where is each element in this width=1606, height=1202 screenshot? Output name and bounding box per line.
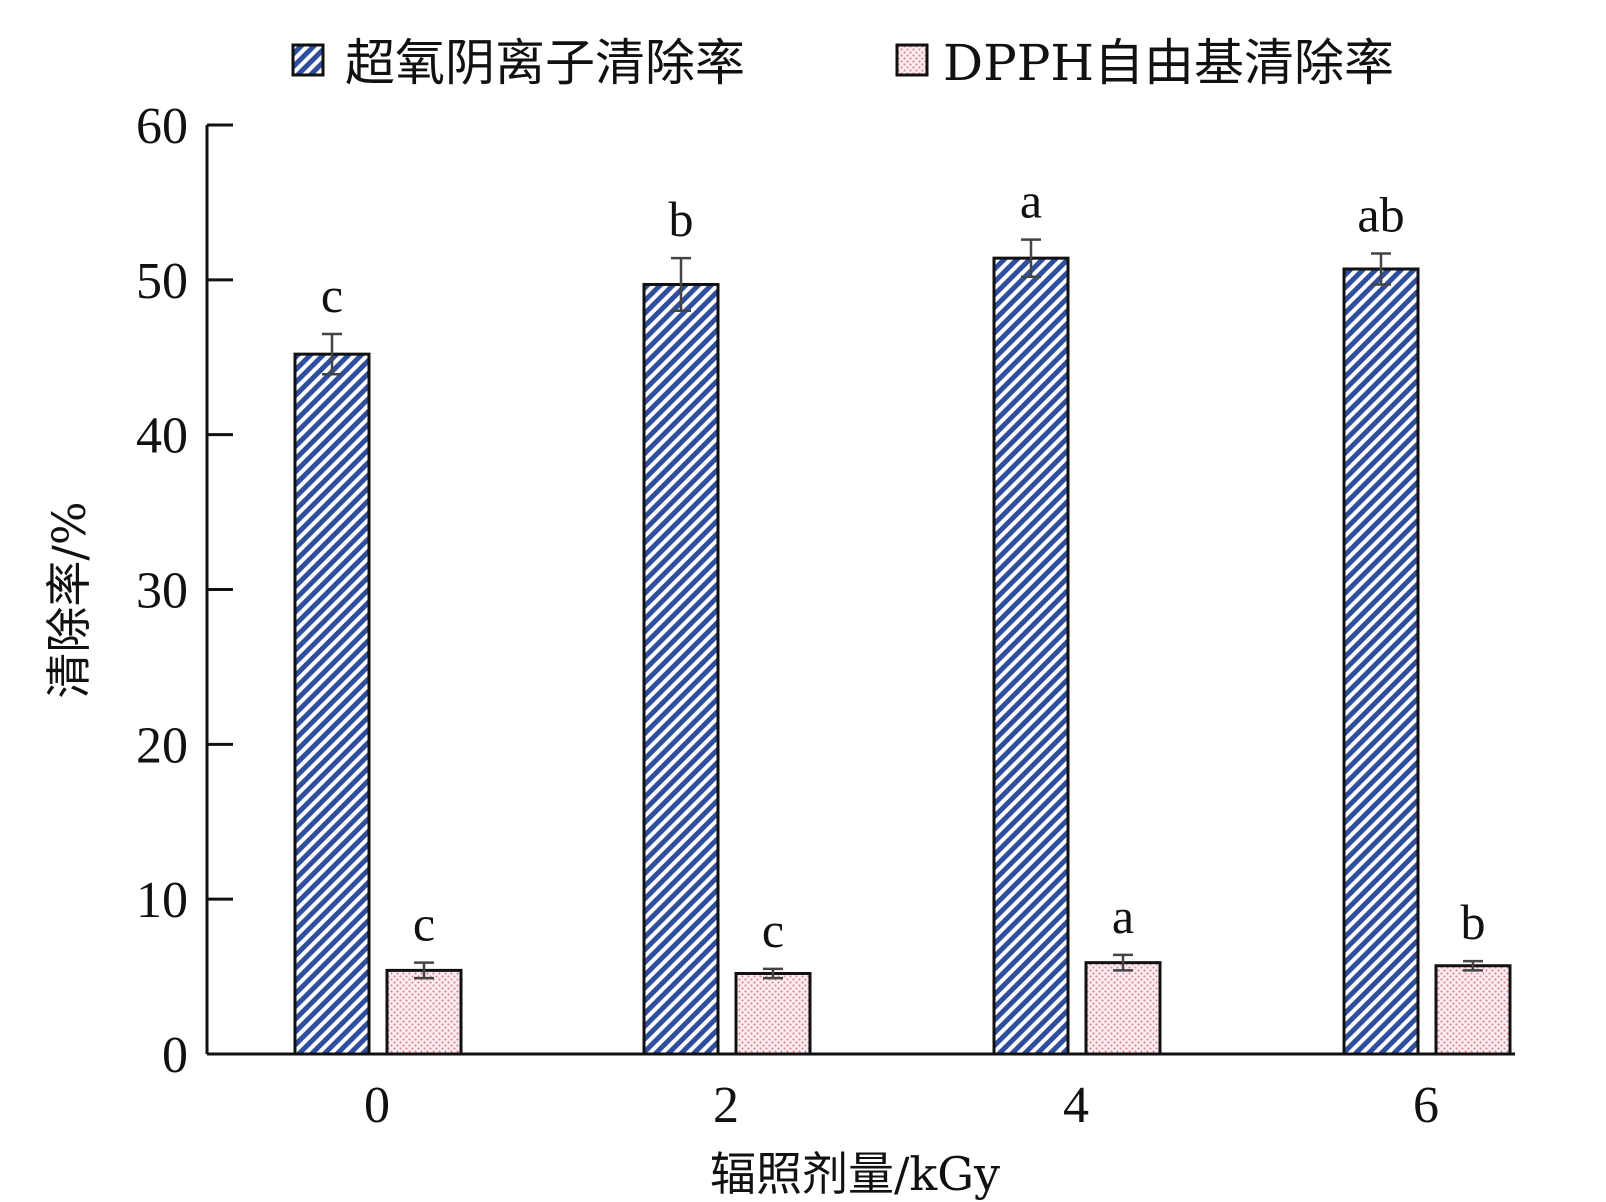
y-tick-label: 30 bbox=[136, 563, 188, 620]
significance-letter: a bbox=[1020, 173, 1042, 229]
significance-letter: c bbox=[413, 896, 435, 952]
y-tick-label: 0 bbox=[162, 1027, 188, 1084]
y-axis-title: 清除率/% bbox=[42, 501, 96, 698]
x-axis-ticks: 0 2 4 6 bbox=[364, 1077, 1439, 1134]
legend-swatch-dpph bbox=[895, 43, 929, 77]
y-tick-label: 50 bbox=[136, 253, 188, 310]
x-tick-label: 4 bbox=[1063, 1077, 1089, 1134]
bar-series-1-2 bbox=[642, 282, 720, 1056]
x-tick-label: 0 bbox=[364, 1077, 390, 1134]
legend: 超氧阴离子清除率 DPPH自由基清除率 bbox=[291, 34, 1394, 92]
x-axis-title: 辐照剂量/kGy bbox=[710, 1147, 1000, 1201]
significance-letter: a bbox=[1112, 888, 1134, 944]
significance-letter: c bbox=[321, 267, 343, 323]
y-tick-label: 40 bbox=[136, 408, 188, 465]
y-axis-ticks: 0 10 20 30 40 50 60 bbox=[136, 98, 233, 1084]
y-tick-label: 20 bbox=[136, 717, 188, 774]
x-tick-label: 6 bbox=[1413, 1077, 1439, 1134]
bar-series-1-0 bbox=[293, 352, 371, 1056]
bar-series-2-2 bbox=[734, 971, 812, 1056]
y-tick-label: 10 bbox=[136, 872, 188, 929]
bar-series-1-6 bbox=[1342, 267, 1420, 1056]
bar-series-2-4 bbox=[1084, 961, 1162, 1056]
significance-letter: b bbox=[669, 191, 694, 247]
significance-letter: b bbox=[1461, 894, 1486, 950]
bar-series-2-0 bbox=[385, 968, 463, 1056]
legend-label-superoxide: 超氧阴离子清除率 bbox=[345, 34, 745, 92]
significance-letter: c bbox=[762, 902, 784, 958]
x-tick-label: 2 bbox=[713, 1077, 739, 1134]
legend-swatch-superoxide bbox=[291, 43, 325, 77]
plot-area: cb a abc c a b bbox=[293, 173, 1512, 1056]
bar-series-2-6 bbox=[1434, 964, 1512, 1056]
legend-label-dpph: DPPH自由基清除率 bbox=[943, 34, 1394, 92]
y-tick-label: 60 bbox=[136, 98, 188, 155]
bar-series-1-4 bbox=[992, 256, 1070, 1056]
significance-letter: ab bbox=[1357, 187, 1404, 243]
